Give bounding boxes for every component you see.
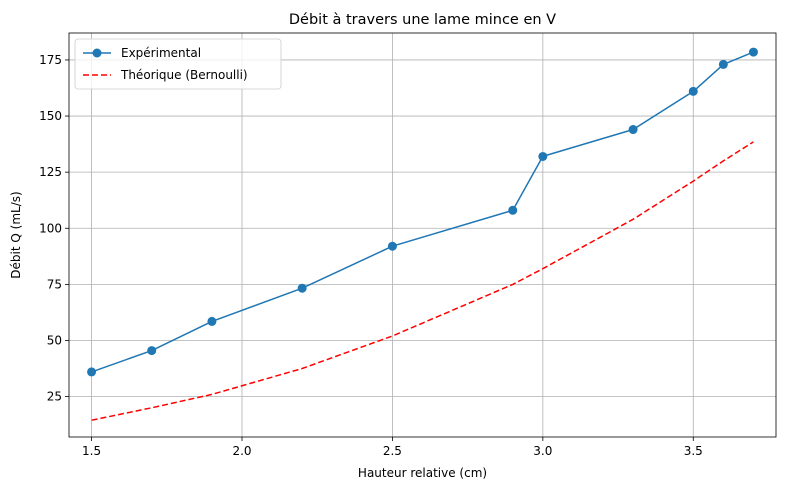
y-axis-title: Débit Q (mL/s) <box>9 191 23 278</box>
series-1-point <box>628 125 638 135</box>
y-tick-label: 175 <box>39 53 62 67</box>
series-1-point <box>207 316 217 326</box>
series-1-point <box>538 151 548 161</box>
y-tick-label: 100 <box>39 221 62 235</box>
y-tick-label: 75 <box>47 277 62 291</box>
ticks: 1.5 2.0 2.5 3.0 3.5 25 50 75 100 125 150 175 <box>39 53 703 458</box>
series-1-point <box>297 283 307 293</box>
series-1-point <box>87 367 97 377</box>
series-1-point <box>718 59 728 69</box>
legend-swatch-marker <box>92 48 102 58</box>
series-1-point <box>508 205 518 215</box>
x-tick-label: 3.5 <box>684 444 703 458</box>
series-1-point <box>688 86 698 96</box>
grid <box>69 33 776 437</box>
series-layer <box>87 47 758 421</box>
series-1-point <box>748 47 758 57</box>
legend-box <box>74 38 282 90</box>
plot-frame <box>68 32 777 438</box>
legend-label: Expérimental <box>121 46 201 60</box>
x-axis-title: Hauteur relative (cm) <box>358 466 487 480</box>
x-tick-label: 1.5 <box>82 444 101 458</box>
legend-label: Théorique (Bernoulli) <box>120 68 248 82</box>
series-1-point <box>387 241 397 251</box>
y-tick-label: 150 <box>39 109 62 123</box>
x-tick-label: 3.0 <box>533 444 552 458</box>
y-tick-label: 125 <box>39 165 62 179</box>
y-tick-label: 50 <box>47 333 62 347</box>
y-tick-label: 25 <box>47 390 62 404</box>
series-line-2 <box>91 141 754 421</box>
x-tick-label: 2.5 <box>383 444 402 458</box>
legend: Expérimental Théorique (Bernoulli) <box>74 38 282 90</box>
x-tick-label: 2.0 <box>232 444 251 458</box>
series-1-point <box>147 346 157 356</box>
chart-title: Débit à travers une lame mince en V <box>289 12 556 28</box>
